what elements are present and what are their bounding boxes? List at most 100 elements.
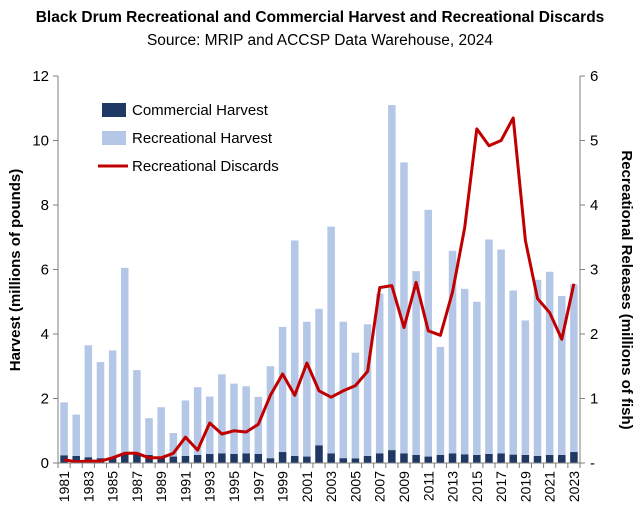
commercial-harvest-bar-2023 (570, 452, 578, 463)
recreational-harvest-bar-1990 (169, 433, 178, 457)
left-axis-tick-label: 2 (41, 391, 49, 408)
commercial-harvest-bar-2001 (303, 456, 311, 463)
commercial-harvest-bar-2009 (400, 453, 408, 463)
commercial-harvest-bar-2020 (533, 455, 542, 463)
left-axis-tick-label: 6 (41, 262, 49, 279)
x-axis-tick-label: 2001 (299, 471, 315, 502)
commercial-harvest-bar-2019 (521, 454, 530, 463)
left-axis-tick-label: 8 (41, 197, 49, 214)
recreational-harvest-bar-2016 (485, 239, 493, 454)
recreational-harvest-bar-2008 (388, 105, 396, 451)
commercial-harvest-bar-2018 (509, 454, 517, 463)
recreational-harvest-bar-2011 (424, 209, 433, 457)
right-axis-tick-label: 1 (590, 391, 598, 408)
x-axis-tick-label: 1981 (56, 471, 72, 502)
legend-label: Recreational Harvest (132, 130, 273, 147)
commercial-harvest-bar-1998 (266, 458, 275, 463)
recreational-harvest-bar-1992 (193, 387, 202, 455)
left-axis-tick-label: 4 (41, 326, 49, 343)
recreational-harvest-bar-2017 (497, 249, 505, 454)
x-axis-tick-label: 2011 (420, 471, 436, 501)
commercial-harvest-bar-1989 (157, 457, 165, 463)
recreational-harvest-bar-1984 (96, 362, 105, 459)
recreational-harvest-bar-2019 (521, 320, 530, 455)
recreational-harvest-bar-2014 (460, 288, 469, 455)
recreational-harvest-bar-1991 (181, 400, 190, 456)
right-axis-label: Recreational Releases (millions of fish) (618, 150, 635, 429)
x-axis-tick-label: 2021 (542, 471, 558, 502)
commercial-harvest-bar-1990 (169, 456, 178, 463)
commercial-harvest-bar-1986 (121, 453, 129, 463)
commercial-harvest-bar-2017 (497, 453, 505, 463)
recreational-harvest-bar-1983 (84, 345, 93, 458)
left-axis-tick-label: 0 (41, 455, 49, 472)
recreational-harvest-bar-2002 (315, 308, 323, 446)
recreational-harvest-bar-2007 (375, 293, 384, 454)
recreational-harvest-bar-2003 (327, 226, 335, 454)
recreational-harvest-bar-2005 (351, 352, 360, 459)
recreational-harvest-bar-2012 (436, 346, 445, 455)
x-axis-tick-label: 2023 (566, 471, 582, 502)
x-axis-tick-label: 1997 (250, 471, 266, 502)
commercial-harvest-bar-1991 (181, 455, 190, 463)
commercial-harvest-bar-1994 (218, 453, 226, 463)
commercial-harvest-bar-2010 (412, 454, 420, 463)
recreational-harvest-bar-2000 (290, 240, 299, 456)
recreational-harvest-bar-2015 (473, 301, 481, 455)
commercial-harvest-bar-2007 (375, 453, 384, 463)
right-axis-tick-label: 5 (590, 133, 598, 150)
right-axis-ticks: - 1 2 3 4 5 6 (580, 68, 598, 472)
x-axis-tick-label: 1993 (202, 471, 218, 502)
commercial-harvest-bar-2013 (448, 453, 457, 463)
x-axis-tick-label: 1995 (226, 471, 242, 502)
recreational-harvest-bar-1996 (242, 386, 250, 454)
recreational-harvest-bar-1981 (60, 402, 68, 456)
commercial-harvest-bar-1995 (230, 453, 238, 463)
commercial-harvest-bar-2002 (315, 445, 323, 463)
commercial-harvest-bar-1993 (205, 453, 214, 463)
left-axis-tick-label: 12 (32, 68, 49, 85)
commercial-harvest-bar-2022 (558, 454, 566, 463)
legend-label: Commercial Harvest (132, 102, 269, 119)
recreational-harvest-bar-1999 (278, 326, 287, 453)
right-axis-tick-label: 3 (590, 262, 598, 279)
right-axis-tick-label: - (590, 455, 595, 472)
recreational-harvest-bar-2022 (558, 295, 566, 455)
recreational-harvest-bar-1988 (145, 418, 153, 455)
chart-subtitle: Source: MRIP and ACCSP Data Warehouse, 2… (147, 32, 493, 49)
legend-swatch (102, 131, 126, 145)
recreational-harvest-bar-2006 (363, 324, 372, 456)
x-axis-tick-label: 1983 (80, 471, 96, 502)
legend: Commercial Harvest Recreational Harvest Re… (98, 102, 279, 175)
recreational-harvest-bar-1985 (108, 350, 117, 458)
commercial-harvest-bar-2016 (485, 453, 493, 463)
commercial-harvest-bar-2012 (436, 454, 445, 463)
x-axis-tick-label: 1999 (275, 471, 291, 502)
recreational-harvest-bar-2023 (570, 284, 578, 453)
commercial-harvest-bar-2015 (473, 454, 481, 463)
commercial-harvest-bar-1996 (242, 453, 250, 463)
x-axis-tick-label: 2019 (517, 471, 533, 502)
commercial-harvest-bar-2021 (545, 454, 554, 463)
commercial-harvest-bar-2014 (460, 454, 469, 463)
x-axis-tick-label: 2007 (372, 471, 388, 502)
x-axis-tick-label: 1987 (129, 471, 145, 502)
recreational-harvest-bar-2018 (509, 290, 517, 455)
left-axis-label: Harvest (millions of pounds) (7, 169, 24, 372)
x-axis-tick-label: 2013 (445, 471, 461, 502)
recreational-harvest-bar-1987 (133, 370, 141, 454)
commercial-harvest-bar-2003 (327, 453, 335, 463)
commercial-harvest-bar-2008 (388, 450, 396, 463)
x-axis-ticks: 1981 1983 1985 1987 1989 1991 1993 1995 1997 1999… (56, 463, 582, 502)
chart-title: Black Drum Recreational and Commercial H… (36, 9, 605, 26)
recreational-harvest-bar-2021 (545, 271, 554, 455)
x-axis-tick-label: 2017 (493, 471, 509, 502)
recreational-harvest-bar-1986 (121, 267, 129, 454)
recreational-harvest-bar-1982 (72, 414, 80, 456)
recreational-harvest-bar-2020 (533, 279, 542, 456)
x-axis-tick-label: 1989 (153, 471, 169, 502)
x-axis-tick-label: 2009 (396, 471, 412, 502)
commercial-harvest-bar-1992 (193, 454, 202, 463)
recreational-harvest-bar-2013 (448, 250, 457, 454)
